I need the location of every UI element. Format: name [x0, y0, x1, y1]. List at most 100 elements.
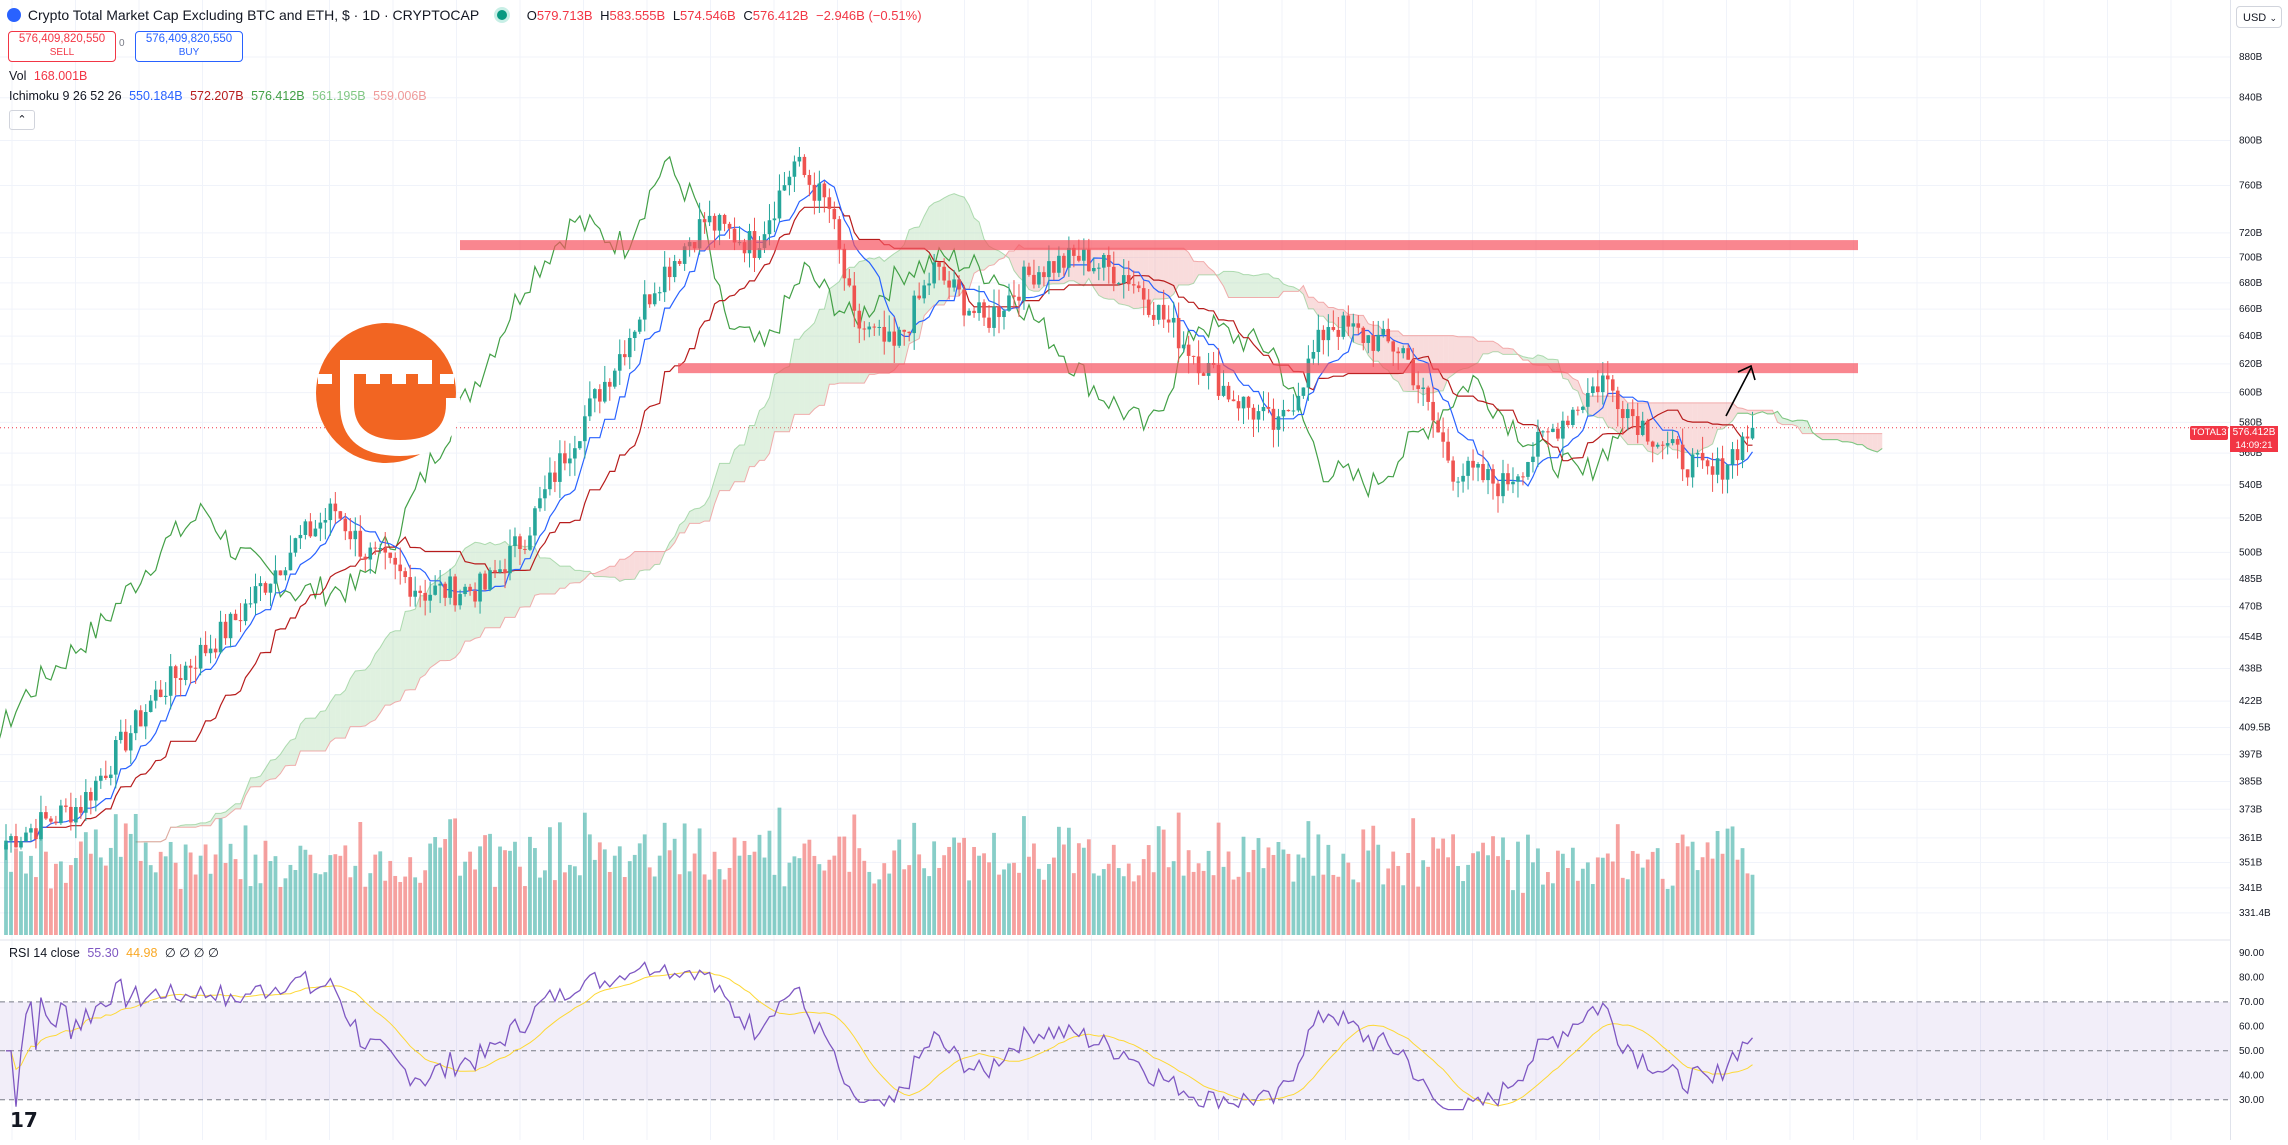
candle-body — [848, 278, 852, 285]
volume-bar — [1581, 869, 1585, 935]
cloud-segment — [310, 718, 315, 751]
volume-bar — [99, 857, 103, 935]
cloud-segment — [1249, 275, 1254, 298]
candle — [368, 542, 372, 573]
candle — [558, 440, 562, 498]
candle-body — [463, 587, 467, 594]
cloud-segment — [799, 332, 804, 414]
candle — [658, 287, 662, 301]
cloud-segment — [1318, 302, 1323, 316]
volume-bar — [1292, 882, 1296, 935]
candle — [69, 793, 73, 831]
volume-bar — [328, 855, 332, 935]
volume-bar — [119, 857, 123, 935]
candle — [274, 555, 278, 595]
volume-bar — [1586, 862, 1590, 935]
candle-body — [49, 819, 53, 822]
candle-body — [1027, 267, 1031, 275]
price-tick-label: 720B — [2239, 228, 2263, 239]
candle — [1566, 416, 1570, 427]
candle — [219, 611, 223, 654]
volume-bar — [1401, 885, 1405, 935]
cloud-segment — [1393, 331, 1398, 382]
ichimoku-legend[interactable]: Ichimoku 9 26 52 26 550.184B 572.207B 57… — [9, 89, 427, 103]
tradingview-logo[interactable]: 17 — [10, 1108, 38, 1132]
candle-body — [269, 584, 273, 593]
volume-bar — [1391, 852, 1395, 935]
volume-bar — [583, 813, 587, 935]
candle-body — [339, 511, 343, 518]
cloud-segment — [565, 566, 570, 588]
cloud-segment — [1328, 308, 1333, 323]
candle-body — [783, 185, 787, 190]
volume-bar — [169, 842, 173, 935]
candle-body — [74, 807, 78, 822]
volume-bar — [738, 856, 742, 935]
candle-body — [548, 473, 552, 490]
volume-bar — [718, 869, 722, 935]
candle-body — [1681, 445, 1685, 470]
volume-bar — [149, 865, 153, 935]
collapse-legend-button[interactable]: ⌃ — [9, 110, 35, 130]
candle — [29, 824, 33, 842]
cloud-segment — [1229, 271, 1234, 297]
volume-bar — [29, 856, 33, 935]
candle — [1197, 340, 1201, 385]
cloud-segment — [410, 609, 415, 690]
volume-legend[interactable]: Vol 168.001B — [9, 69, 87, 83]
candle — [573, 436, 577, 476]
cloud-segment — [1199, 262, 1204, 275]
cloud-segment — [1688, 403, 1693, 454]
cloud-segment — [1184, 248, 1189, 285]
candle-body — [289, 553, 293, 571]
candle-body — [349, 531, 353, 539]
candle-body — [1726, 465, 1730, 480]
candle-body — [433, 586, 437, 595]
candle — [254, 574, 258, 615]
cloud-segment — [365, 664, 370, 726]
volume-bar — [1112, 845, 1116, 935]
volume-bar — [1561, 854, 1565, 935]
rsi-legend[interactable]: RSI 14 close 55.30 44.98 ∅ ∅ ∅ ∅ — [9, 945, 219, 960]
volume-bar — [333, 854, 337, 935]
currency-selector[interactable]: USD ⌄ — [2236, 6, 2282, 28]
volume-bar — [1701, 857, 1705, 935]
volume-bar — [1272, 855, 1276, 935]
candle-body — [314, 529, 318, 537]
volume-bar — [1626, 879, 1630, 935]
chart-title[interactable]: Crypto Total Market Cap Excluding BTC an… — [28, 7, 479, 23]
volume-bar — [1152, 872, 1156, 935]
volume-bar — [94, 829, 98, 935]
candle-body — [977, 302, 981, 313]
volume-bar — [1636, 854, 1640, 935]
candle-body — [768, 220, 772, 234]
candle-body — [633, 332, 637, 338]
volume-bar — [219, 819, 223, 935]
candle-body — [1601, 376, 1605, 393]
candle — [1506, 464, 1510, 491]
cloud-segment — [1718, 403, 1723, 429]
volume-bar — [378, 851, 382, 935]
candle-body — [24, 833, 28, 842]
sell-button[interactable]: 576,409,820,550 SELL — [8, 31, 116, 62]
candle — [24, 827, 28, 842]
volume-bar — [683, 823, 687, 935]
volume-bar — [1556, 851, 1560, 935]
candle — [808, 170, 812, 196]
buy-button[interactable]: 576,409,820,550 BUY — [135, 31, 243, 62]
price-tick-label: 361B — [2239, 833, 2263, 844]
volume-bar — [817, 864, 821, 935]
volume-bar — [1736, 860, 1740, 935]
volume-bar — [897, 840, 901, 935]
volume-bar — [19, 851, 23, 935]
candle-body — [1376, 335, 1380, 351]
candle-body — [793, 161, 797, 176]
candle — [204, 631, 208, 656]
candle-body — [1626, 409, 1630, 418]
candle-body — [1706, 460, 1710, 466]
volume-bar — [179, 889, 183, 935]
ohlc-h-label: H — [600, 8, 609, 23]
price-tick-label: 600B — [2239, 388, 2263, 399]
